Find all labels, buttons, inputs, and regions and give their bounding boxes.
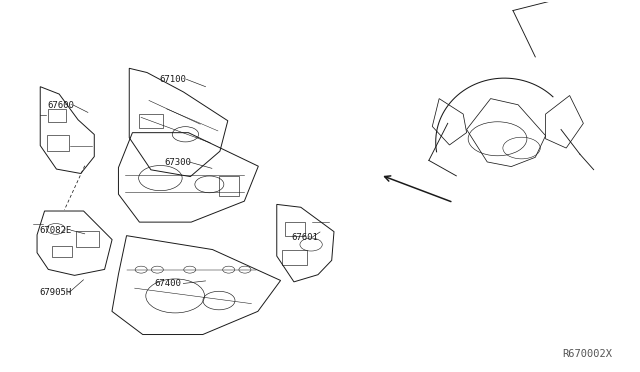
Bar: [52, 246, 72, 257]
Text: 67300: 67300: [164, 158, 191, 167]
Text: 67905H: 67905H: [39, 288, 71, 297]
Bar: [282, 250, 307, 264]
Text: 67600: 67600: [48, 100, 75, 110]
Text: 67100: 67100: [160, 75, 187, 84]
Text: 67400: 67400: [155, 279, 182, 288]
Bar: [139, 114, 163, 128]
Bar: [219, 176, 239, 196]
Bar: [49, 109, 66, 122]
Bar: [76, 231, 99, 247]
Text: 67601: 67601: [291, 233, 318, 242]
Bar: [47, 135, 69, 151]
Text: R670002X: R670002X: [563, 349, 612, 359]
Bar: [285, 222, 305, 236]
Text: 67082E: 67082E: [39, 226, 71, 235]
